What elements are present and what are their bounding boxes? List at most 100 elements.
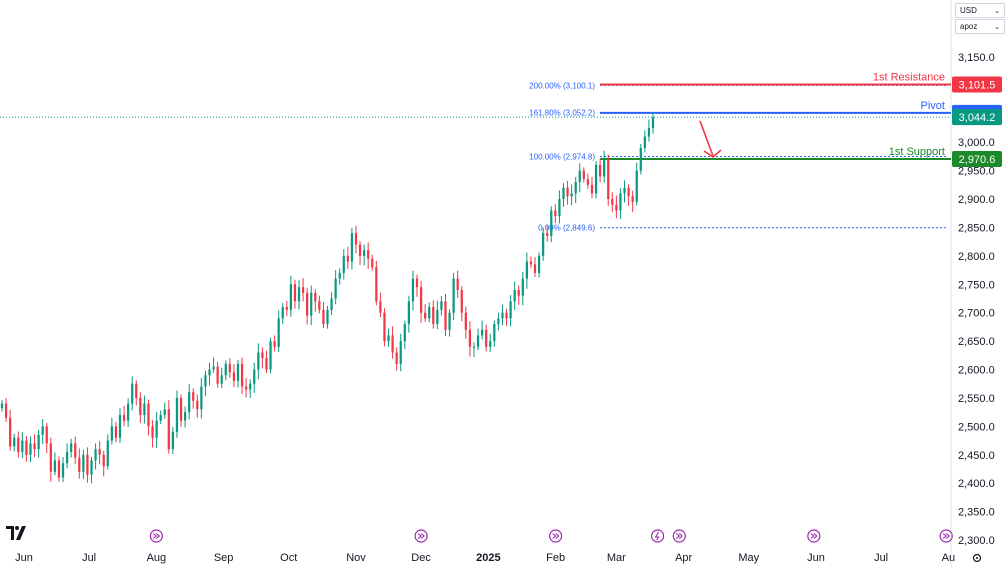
svg-text:3,101.5: 3,101.5 — [959, 80, 996, 92]
y-tick-label: 2,900.0 — [958, 194, 995, 206]
candle — [403, 320, 406, 350]
candle — [45, 422, 48, 454]
candle — [122, 405, 126, 427]
candle — [391, 326, 394, 359]
candle — [204, 370, 207, 397]
flash-event-icon[interactable] — [650, 529, 665, 543]
candle — [419, 280, 423, 323]
candle — [139, 392, 142, 423]
candle — [257, 343, 260, 380]
price-badge: 3,044.2 — [952, 109, 1002, 126]
candle — [70, 438, 73, 458]
y-tick-label: 2,300.0 — [958, 535, 995, 547]
x-tick-label: May — [738, 552, 759, 564]
x-tick-label: 2025 — [476, 552, 500, 564]
gear-icon — [972, 553, 982, 563]
candle — [249, 379, 252, 398]
candle — [497, 312, 500, 331]
candle — [432, 300, 435, 329]
candle — [196, 394, 199, 418]
arrow-shaft — [699, 120, 714, 157]
candle — [542, 227, 545, 261]
x-tick-label: Dec — [411, 552, 431, 564]
candle — [623, 180, 626, 203]
y-tick-label: 2,850.0 — [958, 222, 995, 234]
candle — [346, 246, 349, 269]
chevron-down-icon: ⌄ — [994, 7, 1000, 15]
candle — [90, 457, 93, 484]
event-markers[interactable] — [149, 529, 953, 543]
candle — [578, 163, 581, 193]
candle — [493, 320, 496, 347]
candle — [513, 281, 516, 310]
forward-event-icon[interactable] — [149, 529, 163, 543]
candle — [301, 278, 305, 302]
candle — [489, 333, 492, 352]
currency-select[interactable]: USD ⌄ — [955, 3, 1005, 18]
candle — [232, 364, 236, 388]
candle — [395, 347, 398, 371]
price-badge: 2,970.6 — [952, 150, 1002, 167]
candle — [208, 362, 211, 386]
candle — [586, 173, 590, 189]
candle — [245, 378, 248, 398]
candle — [216, 361, 219, 388]
candle — [627, 184, 630, 206]
candle — [464, 306, 467, 339]
candle — [440, 296, 443, 316]
forward-event-icon[interactable] — [414, 529, 428, 543]
candle — [240, 357, 244, 394]
candle — [135, 380, 138, 406]
candle — [53, 452, 57, 476]
y-tick-label: 2,600.0 — [958, 365, 995, 377]
y-tick-label: 2,550.0 — [958, 393, 995, 405]
x-tick-label: Apr — [675, 552, 692, 564]
pivot-levels[interactable]: 1st Resistance Pivot 1st Support — [600, 72, 951, 160]
candle — [78, 448, 81, 479]
forward-event-icon[interactable] — [807, 529, 821, 543]
forward-event-icon[interactable] — [549, 529, 563, 543]
candle — [192, 388, 195, 409]
candle — [456, 270, 459, 298]
candle — [399, 333, 402, 372]
candle — [322, 301, 325, 329]
candle — [570, 184, 573, 206]
candle — [631, 190, 634, 213]
candle — [338, 268, 341, 285]
forward-event-icon[interactable] — [672, 529, 686, 543]
candle — [537, 252, 541, 278]
candle — [525, 252, 528, 289]
scale-select[interactable]: apoz ⌄ — [955, 19, 1005, 34]
y-tick-label: 2,950.0 — [958, 166, 995, 178]
forward-event-icon[interactable] — [939, 529, 953, 543]
candle — [175, 390, 179, 438]
x-tick-label: Oct — [280, 552, 297, 564]
candle — [265, 350, 268, 373]
candle — [558, 190, 561, 224]
x-tick-label: Sep — [214, 552, 234, 564]
candle — [517, 285, 520, 305]
candle — [171, 426, 175, 455]
candle — [367, 242, 370, 269]
candle — [383, 308, 386, 347]
candle — [635, 162, 638, 206]
y-tick-label: 2,700.0 — [958, 308, 995, 320]
candle — [594, 160, 598, 199]
candle — [65, 443, 69, 469]
chevron-down-icon: ⌄ — [994, 23, 1000, 31]
candle — [94, 443, 97, 470]
tradingview-logo[interactable] — [6, 526, 26, 540]
candle — [334, 270, 337, 305]
x-tick-label: Jul — [874, 552, 888, 564]
candle — [33, 434, 36, 458]
candle — [598, 158, 602, 183]
candle — [607, 154, 610, 206]
time-axis[interactable]: Jun Jul Aug Sep Oct Nov Dec 2025 Feb Mar Apr May Jun… — [15, 552, 955, 564]
fib-level-label: 0.00% (2,849.6) — [538, 224, 595, 233]
logo-bar-icon — [6, 526, 14, 540]
candle — [521, 271, 524, 306]
arrow-head — [703, 149, 722, 159]
settings-gear-icon[interactable] — [972, 553, 982, 563]
